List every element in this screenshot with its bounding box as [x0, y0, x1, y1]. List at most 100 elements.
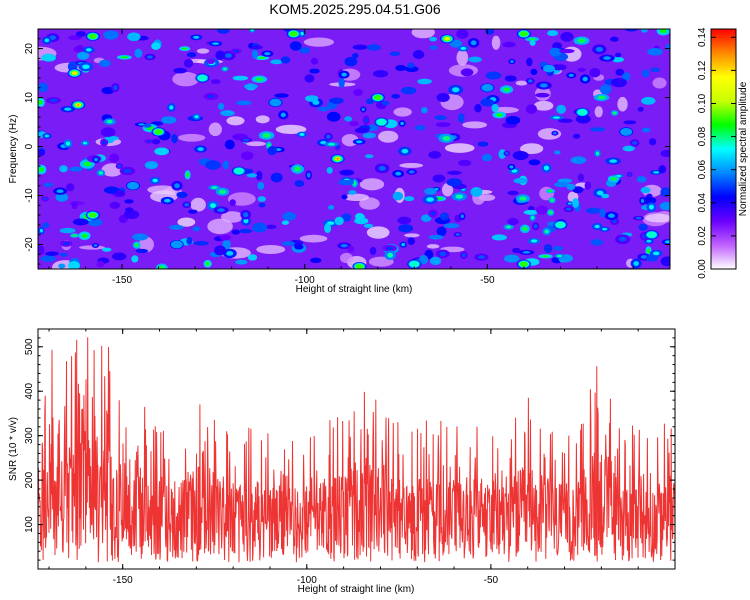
colorbar-tick-label: 0.04: [697, 193, 708, 213]
heatmap-cell: [436, 197, 443, 200]
heatmap-cell: [378, 165, 386, 171]
heatmap-cell: [43, 182, 53, 188]
colorbar-label: Normalized spectral amplitude: [738, 81, 749, 216]
colorbar: 0.00 0.02 0.04 0.06 0.08 0.10 0.12 0.14 Normali…: [697, 27, 749, 279]
heatmap-cell: [519, 196, 527, 201]
heatmap-cell: [660, 149, 670, 158]
heatmap-cell: [652, 77, 667, 89]
heatmap-cell: [82, 64, 90, 69]
heatmap-cell: [589, 68, 601, 78]
heatmap-cell: [123, 168, 132, 174]
heatmap-cell: [196, 48, 210, 54]
heatmap-cell: [609, 159, 618, 163]
heatmap-cell: [215, 50, 226, 60]
heatmap-cell: [193, 35, 200, 39]
heatmap-cell: [138, 123, 145, 126]
heatmap-cell: [412, 50, 425, 59]
heatmap-cell: [637, 106, 644, 112]
heatmap-cell: [544, 229, 549, 234]
snr-x-axis-label: Height of straight line (km): [298, 584, 415, 595]
heatmap-cell: [192, 226, 201, 232]
heatmap-cell: [120, 56, 129, 59]
heatmap-cell: [609, 36, 619, 42]
heatmap-cell: [208, 122, 222, 137]
heatmap-hotspot: [555, 221, 566, 229]
heatmap-cell: [224, 139, 235, 150]
heatmap-cell: [265, 224, 277, 229]
heatmap-cell: [255, 115, 270, 124]
heatmap-cell: [404, 66, 419, 73]
heatmap-cell: [326, 166, 333, 174]
heatmap-cell: [355, 213, 365, 221]
heatmap-cell: [212, 42, 219, 45]
heatmap-cell: [547, 30, 559, 37]
heatmap-cell: [646, 239, 652, 243]
heatmap-cell: [109, 201, 121, 209]
heatmap-cell: [63, 241, 70, 246]
heatmap-cell: [511, 169, 518, 173]
heatmap-cell: [529, 40, 536, 46]
heatmap-cell: [324, 223, 332, 234]
heatmap-cell: [45, 251, 59, 256]
heatmap-cell: [586, 207, 601, 214]
heatmap-cell: [417, 78, 432, 85]
colorbar-tick-label: 0.12: [697, 60, 708, 80]
heatmap-hotspot: [373, 94, 382, 101]
heatmap-cell: [44, 134, 50, 138]
heatmap-cell: [143, 123, 152, 128]
heatmap-cell: [572, 186, 584, 194]
heatmap-cell: [582, 76, 588, 82]
heatmap-cell: [528, 37, 536, 41]
heatmap-cell: [85, 48, 92, 52]
heatmap-cell: [460, 46, 467, 50]
heatmap-cell: [575, 114, 591, 124]
heatmap-hotspot: [170, 240, 183, 249]
heatmap-cell: [123, 210, 140, 220]
heatmap-cell: [549, 47, 562, 57]
heatmap-cell: [38, 82, 49, 93]
heatmap-cell: [612, 111, 617, 115]
heatmap-cell: [251, 45, 263, 50]
heatmap-cell: [401, 148, 409, 154]
colorbar-gradient: [711, 29, 736, 269]
heatmap-cell: [458, 113, 465, 123]
heatmap-cell: [560, 31, 574, 42]
snr-y-tick-label: 400: [24, 382, 35, 399]
heatmap-cell: [632, 141, 638, 145]
heatmap-cell: [267, 146, 278, 156]
heatmap-cell: [304, 95, 319, 102]
heatmap-cell: [528, 159, 541, 166]
heatmap-hotspot: [126, 181, 139, 190]
heatmap-cell: [161, 116, 177, 124]
heatmap-cell: [102, 140, 107, 145]
heatmap-cell: [217, 102, 225, 111]
heatmap-cell: [477, 255, 486, 259]
heatmap-cell: [548, 210, 553, 215]
heatmap-cell: [636, 176, 647, 183]
heatmap-cell: [99, 59, 111, 67]
heatmap-cell: [255, 77, 264, 82]
heatmap-cell: [446, 178, 463, 187]
heatmap-cell: [455, 233, 460, 236]
heatmap-cell: [303, 37, 335, 47]
heatmap-cell: [354, 127, 370, 134]
heatmap-cell: [432, 174, 446, 183]
heatmap-cell: [512, 150, 529, 161]
heatmap-cell: [646, 248, 651, 254]
heatmap-hotspot: [197, 74, 208, 82]
heatmap-cell: [364, 154, 374, 159]
heatmap-cell: [617, 96, 628, 112]
heatmap-cell: [399, 162, 424, 168]
heatmap-cell: [480, 98, 495, 107]
heatmap-cell: [504, 75, 517, 82]
heatmap-cell: [306, 172, 311, 178]
heatmap-cell: [310, 257, 322, 264]
heatmap-frame: [37, 28, 671, 270]
heatmap-cell: [456, 49, 469, 66]
heatmap-cell: [344, 116, 353, 122]
heatmap-cell: [65, 141, 71, 146]
heatmap-cell: [39, 228, 43, 233]
heatmap-cell: [628, 173, 632, 176]
heatmap-cell: [400, 86, 417, 95]
heatmap-cell: [462, 121, 488, 129]
